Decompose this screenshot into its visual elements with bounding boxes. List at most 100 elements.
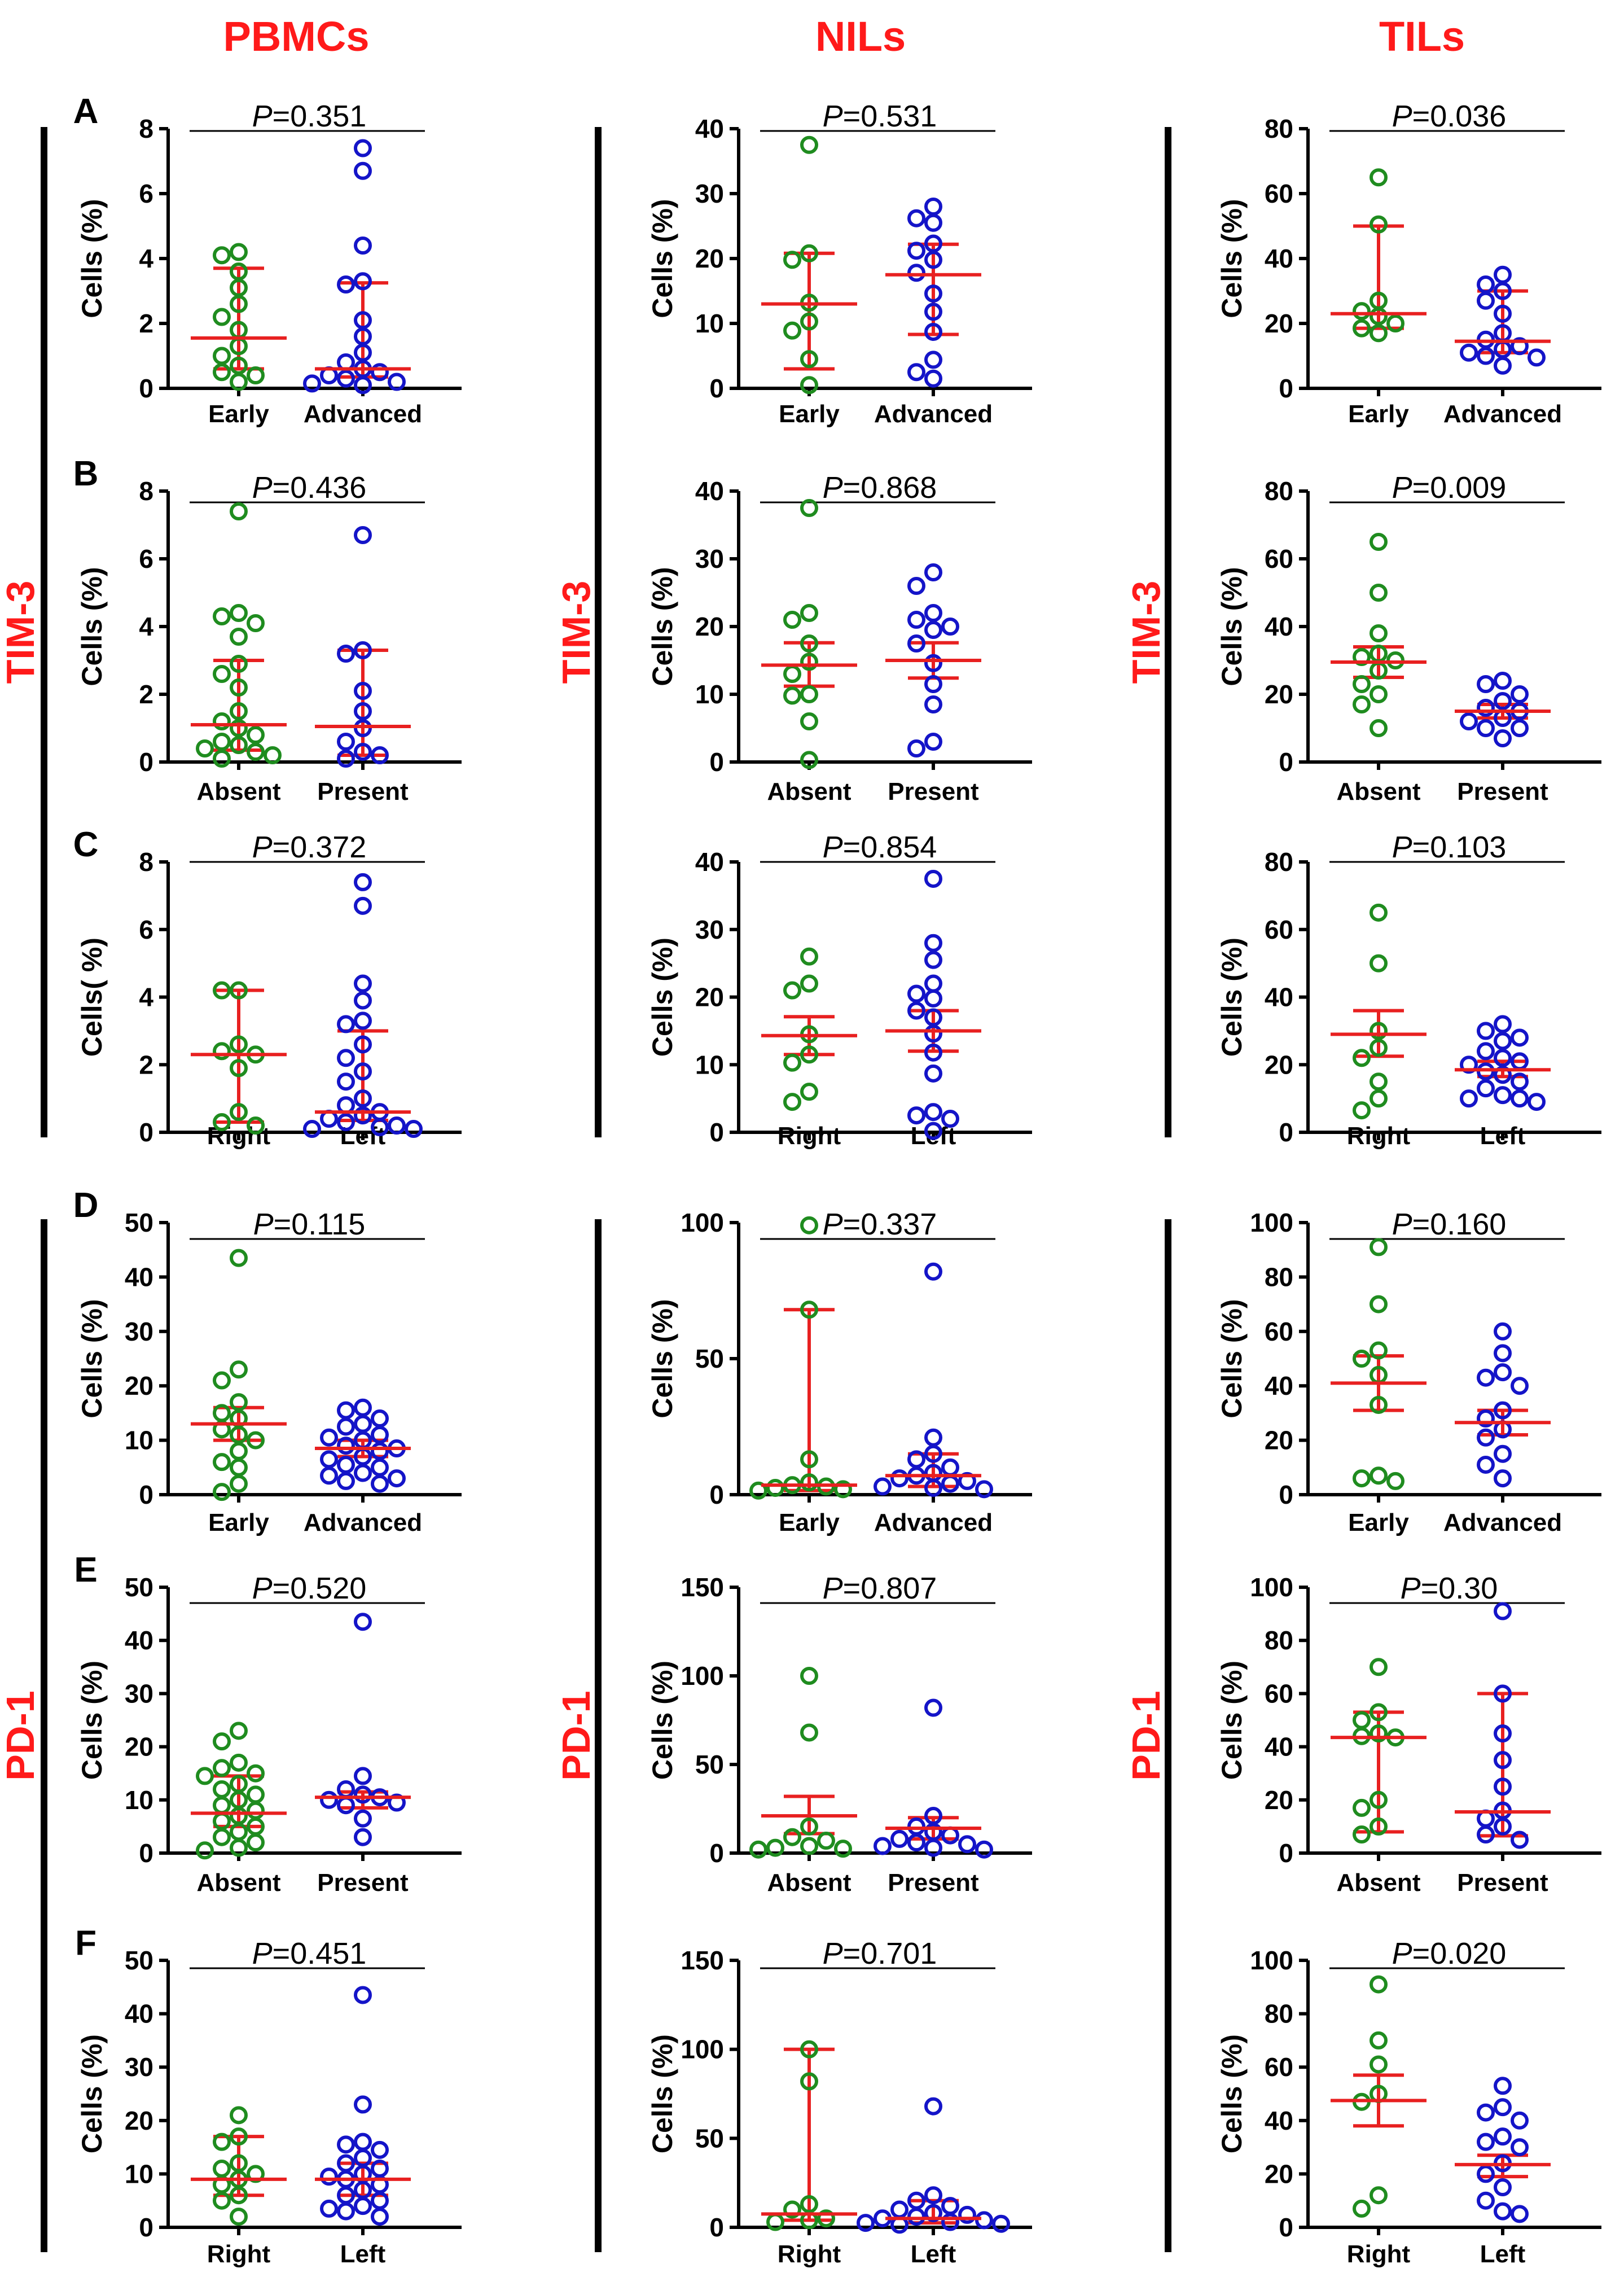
row-group-label-pd-1: PD-1 [1124, 1691, 1168, 1780]
data-point [800, 2040, 818, 2059]
data-point [1370, 1039, 1388, 1057]
data-point [1353, 1798, 1371, 1817]
data-point [1353, 1825, 1371, 1844]
y-tick-label: 20 [1265, 1785, 1293, 1815]
data-point [783, 1093, 801, 1111]
data-point [1353, 1469, 1371, 1488]
y-tick-label: 0 [139, 1118, 153, 1147]
y-axis-label: Cells (%) [76, 1299, 108, 1418]
data-point [388, 373, 406, 391]
data-point [924, 1698, 942, 1717]
data-point [1353, 1049, 1371, 1067]
data-point [1494, 1817, 1512, 1836]
y-tick-label: 0 [139, 1838, 153, 1868]
data-point [213, 1483, 231, 1501]
data-point [337, 1401, 355, 1420]
data-point [264, 746, 282, 764]
data-point [890, 1469, 908, 1488]
y-tick-label: 50 [125, 1946, 153, 1975]
data-point [230, 1722, 248, 1740]
y-tick-label: 80 [1265, 847, 1293, 877]
y-tick-label: 0 [709, 1480, 724, 1509]
data-point [1494, 1751, 1512, 1770]
data-point [230, 604, 248, 622]
chart-panel-r0c2: 0 20 40 60 80 Cells (%) Early Advanced P=0.036 [1216, 99, 1601, 428]
data-point [371, 1458, 389, 1477]
p-value-text: =0.520 [273, 1571, 367, 1605]
y-tick-label: 80 [1265, 476, 1293, 506]
data-point [354, 641, 372, 659]
data-point [337, 1455, 355, 1474]
data-point [371, 2140, 389, 2159]
data-point [337, 275, 355, 294]
data-point [213, 712, 231, 730]
data-point [924, 1838, 942, 1857]
data-point [907, 611, 925, 629]
data-point [783, 686, 801, 705]
y-tick-label: 40 [125, 1999, 153, 2029]
data-point [907, 984, 925, 1003]
data-point [1494, 1602, 1512, 1621]
data-point [1353, 319, 1371, 338]
x-tick-label: Present [888, 778, 979, 805]
data-point [354, 1828, 372, 1846]
data-point [975, 1480, 993, 1499]
x-tick-label: Left [1480, 1122, 1526, 1150]
y-tick-label: 20 [1265, 1426, 1293, 1455]
data-point [817, 2209, 835, 2228]
p-value-symbol: P [1392, 471, 1412, 505]
data-point [924, 951, 942, 969]
data-point [958, 2205, 976, 2224]
data-point [783, 2200, 801, 2219]
data-point [1386, 1472, 1404, 1490]
data-point [1386, 314, 1404, 332]
data-point [213, 2191, 231, 2210]
data-point [337, 1796, 355, 1815]
p-value-label: P=0.436 [252, 471, 367, 505]
y-tick-label: 10 [125, 1426, 153, 1455]
data-point [337, 2202, 355, 2221]
p-value-label: P=0.868 [823, 471, 937, 505]
y-axis-label: Cells (%) [1216, 1299, 1248, 1418]
p-value-label: P=0.701 [823, 1937, 937, 1971]
data-point [1477, 2191, 1495, 2210]
data-point [1494, 1344, 1512, 1363]
y-tick-label: 30 [125, 1679, 153, 1708]
p-value-symbol: P [1401, 1571, 1421, 1605]
data-point [354, 1767, 372, 1785]
data-point [354, 2197, 372, 2215]
data-point [1511, 1377, 1529, 1395]
data-point [337, 1437, 355, 1455]
data-point [1494, 1322, 1512, 1341]
y-tick-label: 60 [1265, 915, 1293, 944]
y-tick-label: 20 [695, 244, 724, 273]
data-point [907, 577, 925, 595]
y-axis-label: Cells (%) [76, 199, 108, 318]
x-tick-label: Advanced [874, 400, 993, 428]
data-point [800, 685, 818, 703]
p-value-label: P=0.807 [823, 1571, 937, 1605]
p-value-text: =0.115 [274, 1207, 366, 1241]
data-point [1370, 1238, 1388, 1256]
data-point [230, 678, 248, 697]
y-axis-label: Cells (%) [647, 1299, 678, 1418]
data-point [1370, 1817, 1388, 1836]
data-point [247, 1801, 265, 1820]
p-value-symbol: P [252, 99, 273, 133]
data-point [196, 739, 214, 757]
y-tick-label: 20 [125, 1732, 153, 1762]
y-tick-label: 20 [695, 612, 724, 641]
y-tick-label: 150 [681, 1573, 724, 1602]
y-tick-label: 60 [1265, 1679, 1293, 1708]
data-point [247, 1431, 265, 1450]
y-tick-label: 20 [1265, 680, 1293, 709]
data-point [1477, 1825, 1495, 1844]
data-point [354, 873, 372, 891]
data-point [1494, 1401, 1512, 1420]
data-point [1353, 675, 1371, 693]
y-axis-label: Cells (%) [76, 2034, 108, 2153]
x-tick-label: Early [1348, 400, 1409, 428]
y-tick-label: 40 [125, 1262, 153, 1291]
data-point [354, 743, 372, 761]
y-axis-label: Cells (%) [1216, 938, 1248, 1057]
